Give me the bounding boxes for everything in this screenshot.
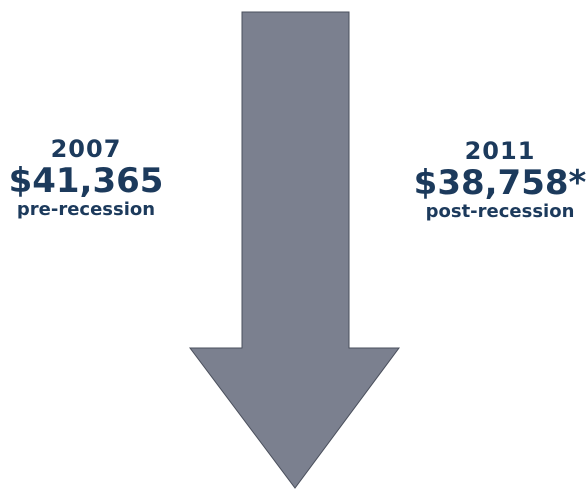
pre-recession-caption: pre-recession xyxy=(16,199,156,220)
down-arrow-shape xyxy=(189,11,400,489)
pre-recession-stat: 2007 $41,365 pre-recession xyxy=(0,136,172,220)
post-recession-caption: post-recession xyxy=(425,201,575,222)
year-label-2007: 2007 xyxy=(50,135,122,163)
amount-2011: $38,758* xyxy=(413,163,587,203)
post-recession-stat: 2011 $38,758* post-recession xyxy=(412,138,588,222)
year-label-2011: 2011 xyxy=(464,137,536,165)
amount-2007: $41,365 xyxy=(8,161,164,201)
